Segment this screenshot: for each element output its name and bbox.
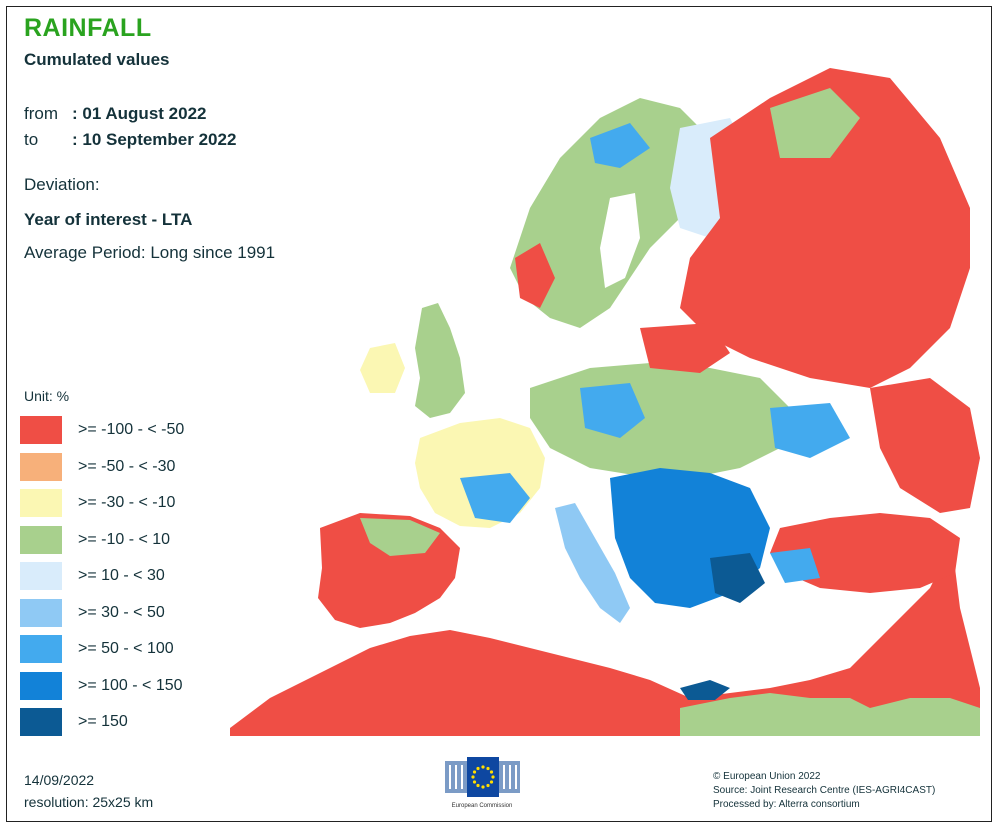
russia-region — [680, 68, 970, 388]
legend-swatch — [20, 671, 62, 700]
libya-blue-patch — [680, 680, 730, 700]
source: Source: Joint Research Centre (IES-AGRI4… — [713, 785, 936, 796]
average-period: Average Period: Long since 1991 — [24, 243, 276, 262]
egypt-green-region — [680, 693, 980, 736]
italy-region — [555, 503, 630, 623]
to-label: to — [24, 130, 39, 149]
year-of-interest: Year of interest - LTA — [24, 210, 193, 229]
processed-by: Processed by: Alterra consortium — [713, 799, 860, 810]
black-sea — [750, 458, 880, 518]
legend-swatch — [20, 635, 62, 663]
european-commission-logo: European Commission — [445, 757, 520, 809]
legend-label: >= -30 - < -10 — [78, 494, 176, 511]
legend-label: >= 30 - < 50 — [78, 603, 165, 621]
north-africa-region — [230, 568, 980, 736]
legend-label: >= -50 - < -30 — [78, 457, 176, 475]
legend-swatch — [20, 452, 62, 481]
legend-label: >= 10 - < 30 — [78, 567, 165, 584]
to-value: : 10 September 2022 — [72, 130, 237, 149]
germany-blue-patch — [580, 383, 645, 438]
from-label: from — [24, 104, 58, 123]
credits: © European Union 2022 Source: Joint Rese… — [713, 770, 935, 812]
to-line: to : 10 September 2022 — [24, 130, 236, 150]
legend-unit: Unit: % — [24, 388, 70, 404]
copyright: © European Union 2022 — [713, 771, 821, 782]
legend-swatch — [20, 562, 62, 590]
poland-red-patch — [640, 323, 730, 373]
norway-red-patch — [515, 243, 555, 308]
turkey-blue-patch — [770, 548, 820, 583]
legend-swatch — [20, 525, 62, 554]
map-subtitle: Cumulated values — [24, 50, 170, 69]
iberia-green-patch — [360, 518, 440, 556]
logo-caption: European Commission — [452, 803, 513, 809]
legend-swatch — [20, 416, 62, 444]
issue-date: 14/09/2022 — [24, 772, 95, 788]
russia-green-patch — [770, 88, 860, 158]
sweden-blue-patch — [590, 123, 650, 168]
ireland-region — [360, 343, 405, 393]
legend-label: >= 150 — [78, 713, 128, 730]
legend-label: >= 50 - < 100 — [78, 640, 174, 657]
central-europe-region — [530, 363, 790, 478]
ukraine-blue-patch — [770, 403, 850, 458]
map-title: RAINFALL — [24, 14, 152, 42]
legend-label: >= 100 - < 150 — [78, 676, 183, 694]
great-britain-region — [415, 303, 465, 418]
caucasus-region — [870, 378, 980, 513]
legend-label: >= -100 - < -50 — [78, 421, 185, 438]
legend-swatch — [20, 598, 62, 627]
deviation-label: Deviation: — [24, 175, 100, 194]
legend-swatch — [20, 489, 62, 517]
france-blue-patch — [460, 473, 530, 523]
rainfall-deviation-map — [230, 68, 980, 736]
greece-dark-patch — [710, 553, 765, 603]
legend-label: >= -10 - < 10 — [78, 530, 171, 548]
from-line: from : 01 August 2022 — [24, 104, 206, 124]
resolution: resolution: 25x25 km — [24, 794, 154, 810]
legend-swatch — [20, 708, 62, 736]
from-value: : 01 August 2022 — [72, 104, 207, 123]
baltic-sea — [600, 193, 640, 288]
